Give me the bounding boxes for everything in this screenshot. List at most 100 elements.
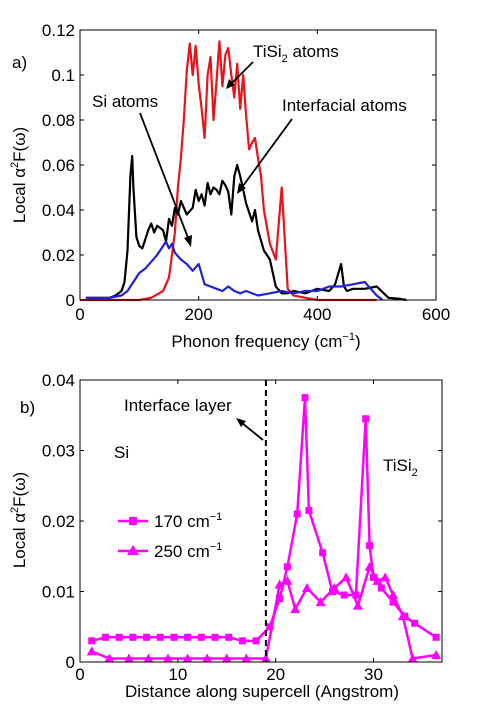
y-tick-label: 0.08 [42, 111, 75, 130]
annotation-interface-arrowhead [236, 418, 246, 427]
marker-square [129, 633, 137, 641]
panel-a: a) Local α2F(ω) Phonon frequency (cm−1) … [9, 21, 450, 351]
marker-triangle [290, 604, 301, 614]
marker-triangle [380, 572, 391, 582]
marker-square [305, 506, 313, 514]
annotation-interfacial-atoms: Interfacial atoms [282, 96, 407, 115]
marker-triangle [352, 600, 363, 610]
annotation-si-atoms: Si atoms [92, 92, 158, 111]
x-tick-label: 30 [364, 665, 383, 684]
panel-a-label: a) [12, 53, 27, 72]
panel-b-legend: 170 cm−1 250 cm−1 [118, 511, 222, 561]
panel-b: b) Local α2F(ω) Distance along supercell… [9, 371, 443, 701]
marker-triangle [260, 653, 271, 663]
marker-square [377, 584, 385, 592]
marker-triangle [388, 590, 399, 600]
marker-square [156, 633, 164, 641]
annotation-si-arrowhead [184, 235, 192, 247]
marker-triangle [407, 653, 418, 663]
series-red-tisi2 [80, 40, 377, 302]
series-black-interfacial [85, 154, 407, 302]
marker-triangle [329, 582, 340, 592]
legend-label-170: 170 cm−1 [154, 511, 222, 531]
marker-square [170, 633, 178, 641]
marker-triangle [202, 653, 213, 663]
marker-square [225, 633, 233, 641]
series-170 [91, 396, 437, 643]
marker-square [319, 549, 327, 557]
marker-triangle [372, 575, 383, 585]
marker-square [366, 542, 374, 550]
marker-triangle [274, 579, 285, 589]
y-tick-label: 0.03 [42, 442, 75, 461]
x-tick-label: 0 [75, 665, 84, 684]
marker-square [362, 415, 370, 423]
marker-square [197, 633, 205, 641]
marker-square [115, 633, 123, 641]
annotation-interface-arrow [241, 422, 264, 441]
x-tick-label: 20 [266, 665, 285, 684]
marker-square [301, 394, 309, 402]
y-tick-label: 0 [66, 291, 75, 310]
marker-triangle [182, 653, 193, 663]
panel-a-axes-box [79, 29, 437, 301]
panel-a-ylabel: Local α2F(ω) [9, 127, 29, 223]
marker-triangle [123, 653, 134, 663]
marker-square [211, 633, 219, 641]
marker-square [283, 563, 291, 571]
marker-square [184, 633, 192, 641]
panel-b-xlabel: Distance along supercell (Angstrom) [125, 682, 399, 701]
series-blue-si [85, 240, 384, 301]
marker-triangle [315, 597, 326, 607]
y-tick-label: 0.02 [42, 512, 75, 531]
marker-square [88, 637, 96, 645]
marker-triangle [163, 653, 174, 663]
marker-triangle [104, 653, 115, 663]
annotation-tisi2-atoms: TiSi2 atoms [253, 42, 339, 65]
marker-triangle [301, 582, 312, 592]
marker-triangle [221, 653, 232, 663]
y-tick-label: 0.04 [42, 201, 75, 220]
marker-triangle [143, 653, 154, 663]
marker-square [293, 510, 301, 518]
annotation-si-arrow [139, 112, 191, 244]
marker-square [266, 623, 274, 631]
annotation-interface-layer: Interface layer [124, 396, 232, 415]
y-tick-label: 0.06 [42, 156, 75, 175]
y-tick-label: 0.01 [42, 583, 75, 602]
marker-triangle [341, 572, 352, 582]
marker-square [340, 591, 348, 599]
marker-triangle [86, 646, 97, 656]
annotation-interfacial-arrowhead [237, 183, 246, 194]
legend-marker-square [129, 517, 137, 525]
y-tick-label: 0.12 [42, 21, 75, 40]
marker-triangle [282, 575, 293, 585]
x-tick-label: 600 [422, 305, 450, 324]
marker-triangle [431, 649, 442, 659]
marker-triangle [397, 611, 408, 621]
marker-square [411, 619, 419, 627]
x-tick-label: 10 [168, 665, 187, 684]
legend-entry-250: 250 cm−1 [118, 541, 222, 561]
annotation-si: Si [114, 443, 129, 462]
y-tick-label: 0.02 [42, 246, 75, 265]
panel-a-xlabel: Phonon frequency (cm−1) [171, 331, 360, 351]
y-tick-label: 0.04 [42, 371, 75, 390]
marker-triangle [241, 653, 252, 663]
marker-square [389, 598, 397, 606]
x-tick-label: 400 [303, 305, 331, 324]
marker-square [252, 637, 260, 645]
marker-triangle [364, 561, 375, 571]
y-tick-label: 0.1 [51, 66, 75, 85]
marker-square [101, 633, 109, 641]
marker-square [238, 637, 246, 645]
panel-b-label: b) [20, 398, 35, 417]
y-tick-label: 0 [66, 653, 75, 672]
marker-square [370, 573, 378, 581]
legend-label-250: 250 cm−1 [154, 541, 222, 561]
legend-marker-triangle [127, 545, 139, 555]
panel-b-ylabel: Local α2F(ω) [9, 472, 29, 568]
legend-entry-170: 170 cm−1 [118, 511, 222, 531]
marker-square [432, 633, 440, 641]
